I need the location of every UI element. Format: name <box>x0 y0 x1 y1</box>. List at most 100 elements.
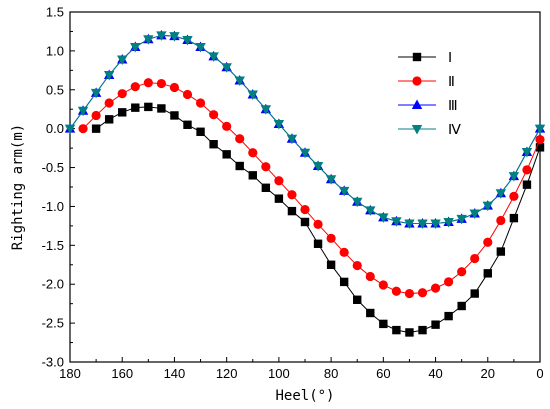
data-point <box>418 325 427 335</box>
data-point <box>300 217 310 227</box>
data-point <box>222 121 232 131</box>
series-line <box>95 106 541 333</box>
y-tick-label: 1.0 <box>46 43 64 58</box>
data-point <box>182 36 193 46</box>
data-point <box>130 82 140 92</box>
series-line <box>69 34 541 225</box>
data-point <box>522 180 532 189</box>
data-point <box>130 43 141 53</box>
data-point <box>183 120 192 129</box>
data-point <box>182 89 193 100</box>
data-point <box>91 110 101 121</box>
x-tick-label: 60 <box>376 366 390 381</box>
data-point <box>235 134 245 144</box>
data-point <box>379 319 388 329</box>
data-point <box>221 63 232 73</box>
x-tick-label: 180 <box>59 366 81 381</box>
data-point <box>457 301 466 311</box>
data-point <box>405 328 414 337</box>
y-tick-label: -0.5 <box>42 160 64 175</box>
data-point <box>444 277 454 287</box>
series-line <box>82 82 541 295</box>
data-point <box>247 90 258 100</box>
data-point <box>404 288 415 299</box>
y-tick-label: 0.0 <box>46 121 64 136</box>
data-point <box>235 161 244 171</box>
data-point <box>535 143 545 152</box>
data-point <box>287 206 297 216</box>
data-point <box>248 171 257 180</box>
data-point <box>391 286 401 296</box>
data-point <box>417 219 428 230</box>
data-point <box>261 162 271 172</box>
x-tick-label: 20 <box>481 366 495 381</box>
data-point <box>143 78 153 88</box>
data-point <box>312 162 324 172</box>
legend-item: Ⅰ <box>398 51 452 66</box>
x-tick-label: 160 <box>111 366 133 381</box>
y-tick-label: -3.0 <box>42 355 64 370</box>
data-point <box>260 105 272 115</box>
legend-item: Ⅲ <box>398 99 458 114</box>
data-point <box>90 88 102 99</box>
data-point <box>521 148 533 158</box>
data-point <box>144 102 153 112</box>
legend-marker <box>411 99 423 109</box>
data-point <box>417 288 428 298</box>
x-tick-label: 120 <box>216 366 238 381</box>
data-point <box>444 311 453 321</box>
legend-marker <box>411 125 423 135</box>
data-point <box>509 191 519 201</box>
legend-marker <box>412 76 422 86</box>
data-point <box>457 267 467 277</box>
data-point <box>469 209 480 219</box>
data-point <box>169 32 180 42</box>
data-point <box>104 115 114 124</box>
data-point <box>535 134 545 145</box>
data-point <box>483 237 493 247</box>
legend-label: Ⅱ <box>448 75 455 90</box>
data-point <box>313 219 323 229</box>
data-point <box>431 320 440 329</box>
series-1 <box>91 102 545 337</box>
data-point <box>378 213 389 223</box>
data-point <box>248 148 258 158</box>
data-point <box>430 219 441 230</box>
x-tick-label: 80 <box>324 366 338 381</box>
data-point <box>287 190 297 200</box>
data-point <box>352 197 363 208</box>
data-point <box>91 124 101 133</box>
data-point <box>353 295 362 304</box>
data-point <box>169 82 180 93</box>
data-point <box>496 215 506 226</box>
series-3 <box>64 29 546 228</box>
data-point <box>365 206 376 216</box>
data-point <box>104 98 114 108</box>
y-tick-label: 1.5 <box>46 5 64 20</box>
data-point <box>196 127 205 136</box>
data-point <box>274 176 284 186</box>
data-point <box>470 253 480 264</box>
data-point <box>496 247 506 256</box>
data-point <box>156 78 166 89</box>
data-point <box>195 43 206 53</box>
y-tick-label: -1.5 <box>42 238 64 253</box>
data-point <box>195 98 206 108</box>
data-point <box>365 271 375 282</box>
data-point <box>156 31 167 41</box>
data-point <box>78 124 88 134</box>
y-tick-label: -1.0 <box>42 199 64 214</box>
data-point <box>483 269 492 278</box>
y-axis-title: Righting arm(m) <box>10 124 26 250</box>
data-point <box>274 194 284 203</box>
data-point <box>300 204 310 215</box>
plot-frame <box>69 11 541 363</box>
data-point <box>118 108 127 117</box>
data-point <box>470 289 479 298</box>
series-line <box>69 34 541 225</box>
data-point <box>391 217 402 227</box>
series-2 <box>78 78 545 299</box>
y-tick-label: -2.0 <box>42 277 64 292</box>
data-point <box>234 76 245 86</box>
